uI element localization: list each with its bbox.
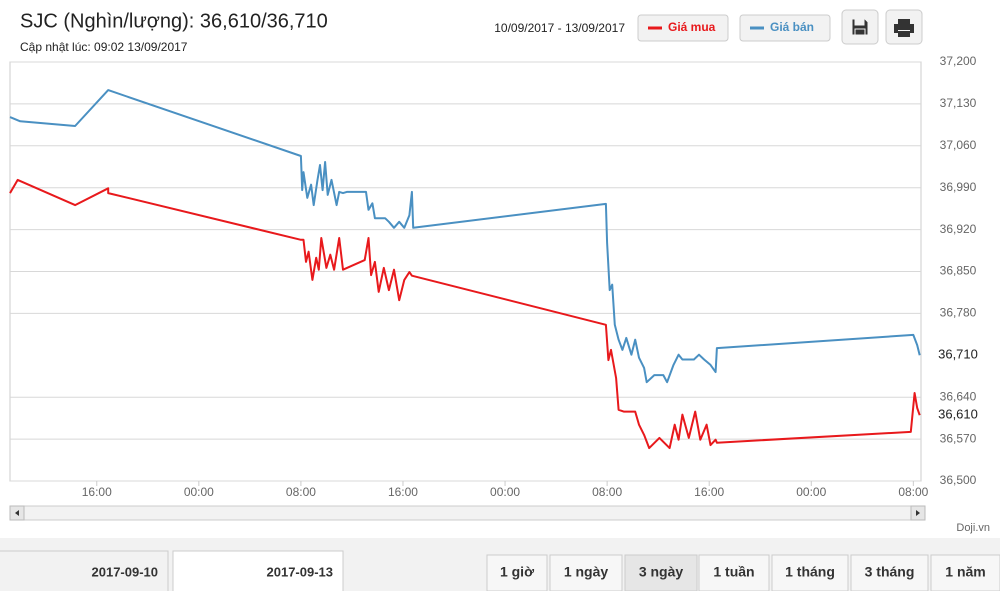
y-tick-label: 37,060 bbox=[940, 138, 977, 152]
range-label: 3 tháng bbox=[865, 564, 915, 580]
range-label: 1 tuần bbox=[713, 564, 754, 580]
subtitle: Cập nhật lúc: 09:02 13/09/2017 bbox=[20, 40, 188, 54]
nav-date: 2017-09-13 bbox=[267, 564, 334, 579]
legend-button[interactable] bbox=[739, 14, 831, 42]
y-tick-label: 36,500 bbox=[940, 473, 977, 487]
x-tick-label: 00:00 bbox=[796, 485, 826, 499]
y-tick-label: 36,780 bbox=[940, 306, 977, 320]
range-button[interactable] bbox=[698, 554, 770, 591]
range-button[interactable] bbox=[930, 554, 1000, 591]
y-tick-label: 36,570 bbox=[940, 431, 977, 445]
x-tick-label: 00:00 bbox=[490, 485, 520, 499]
x-tick-label: 00:00 bbox=[184, 485, 214, 499]
y-tick-label: 36,640 bbox=[940, 389, 977, 403]
series-line bbox=[9, 178, 921, 450]
scrollbar[interactable] bbox=[9, 505, 926, 521]
x-tick-label: 16:00 bbox=[388, 485, 418, 499]
range-label: 1 ngày bbox=[564, 564, 609, 580]
x-tick-label: 16:00 bbox=[694, 485, 724, 499]
source: Doji.vn bbox=[956, 522, 990, 534]
legend-label: Giá bán bbox=[770, 20, 814, 34]
chart-title: SJC (Nghìn/lượng): 36,610/36,710 bbox=[20, 10, 328, 32]
nav-tab[interactable] bbox=[172, 550, 344, 591]
y-tick-label: 36,850 bbox=[940, 264, 977, 278]
y-tick-label: 37,130 bbox=[940, 96, 977, 110]
range-button[interactable] bbox=[486, 554, 548, 591]
range-button[interactable] bbox=[850, 554, 929, 591]
y-tick-label: 36,920 bbox=[940, 222, 977, 236]
legend-button[interactable] bbox=[637, 14, 729, 42]
date-range: 10/09/2017 - 13/09/2017 bbox=[494, 21, 625, 35]
range-label: 1 tháng bbox=[785, 564, 835, 580]
print-icon bbox=[894, 19, 914, 37]
x-tick-label: 08:00 bbox=[898, 485, 928, 499]
arrow-left bbox=[15, 510, 19, 516]
range-button[interactable] bbox=[624, 554, 698, 591]
range-label: 1 năm bbox=[945, 564, 985, 580]
y-tick-label: 36,990 bbox=[940, 180, 977, 194]
range-label: 3 ngày bbox=[639, 564, 684, 580]
save-icon bbox=[851, 18, 869, 36]
nav-date: 2017-09-10 bbox=[92, 564, 159, 579]
series-line bbox=[9, 89, 921, 384]
x-tick-label: 08:00 bbox=[592, 485, 622, 499]
y-tick-label: 37,200 bbox=[940, 54, 977, 68]
last-value-label: 36,710 bbox=[938, 347, 978, 362]
x-tick-label: 16:00 bbox=[82, 485, 112, 499]
last-value-label: 36,610 bbox=[938, 407, 978, 422]
range-button[interactable] bbox=[771, 554, 849, 591]
arrow-right bbox=[916, 510, 920, 516]
x-tick-label: 08:00 bbox=[286, 485, 316, 499]
range-button[interactable] bbox=[549, 554, 623, 591]
nav-tab[interactable] bbox=[0, 550, 169, 591]
legend-label: Giá mua bbox=[668, 20, 716, 34]
range-label: 1 giờ bbox=[500, 564, 534, 580]
